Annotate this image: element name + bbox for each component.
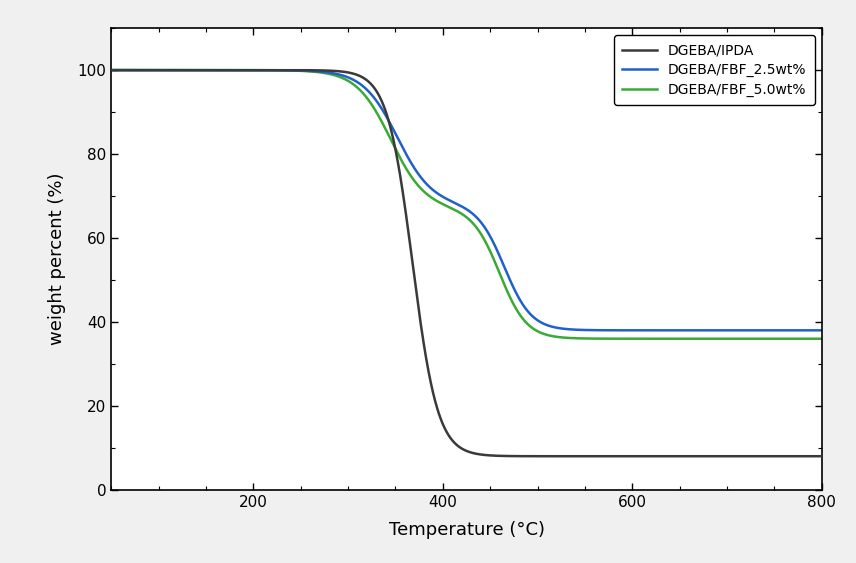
DGEBA/IPDA bbox=[106, 67, 116, 74]
DGEBA/FBF_5.0wt% bbox=[378, 122, 389, 129]
DGEBA/FBF_5.0wt% bbox=[409, 178, 419, 185]
DGEBA/FBF_5.0wt% bbox=[726, 336, 736, 342]
Y-axis label: weight percent (%): weight percent (%) bbox=[49, 173, 67, 345]
Legend: DGEBA/IPDA, DGEBA/FBF_2.5wt%, DGEBA/FBF_5.0wt%: DGEBA/IPDA, DGEBA/FBF_2.5wt%, DGEBA/FBF_… bbox=[614, 35, 815, 105]
DGEBA/FBF_2.5wt% bbox=[803, 327, 813, 334]
DGEBA/IPDA bbox=[378, 102, 389, 109]
DGEBA/IPDA bbox=[817, 453, 827, 459]
DGEBA/FBF_5.0wt% bbox=[229, 67, 240, 74]
Line: DGEBA/IPDA: DGEBA/IPDA bbox=[111, 70, 822, 456]
Line: DGEBA/FBF_2.5wt%: DGEBA/FBF_2.5wt% bbox=[111, 70, 822, 330]
DGEBA/IPDA bbox=[409, 275, 419, 282]
DGEBA/FBF_2.5wt% bbox=[726, 327, 736, 334]
DGEBA/IPDA bbox=[187, 67, 198, 74]
DGEBA/FBF_5.0wt% bbox=[817, 336, 827, 342]
DGEBA/IPDA bbox=[229, 67, 240, 74]
DGEBA/FBF_2.5wt% bbox=[187, 67, 198, 74]
DGEBA/FBF_2.5wt% bbox=[106, 67, 116, 74]
DGEBA/FBF_2.5wt% bbox=[378, 109, 389, 115]
DGEBA/FBF_2.5wt% bbox=[817, 327, 827, 334]
DGEBA/FBF_5.0wt% bbox=[106, 67, 116, 74]
DGEBA/IPDA bbox=[803, 453, 813, 459]
DGEBA/IPDA bbox=[726, 453, 736, 459]
DGEBA/FBF_2.5wt% bbox=[229, 67, 240, 74]
X-axis label: Temperature (°C): Temperature (°C) bbox=[389, 521, 544, 539]
Line: DGEBA/FBF_5.0wt%: DGEBA/FBF_5.0wt% bbox=[111, 70, 822, 339]
DGEBA/FBF_2.5wt% bbox=[409, 165, 419, 172]
DGEBA/FBF_5.0wt% bbox=[187, 67, 198, 74]
DGEBA/FBF_5.0wt% bbox=[803, 336, 813, 342]
